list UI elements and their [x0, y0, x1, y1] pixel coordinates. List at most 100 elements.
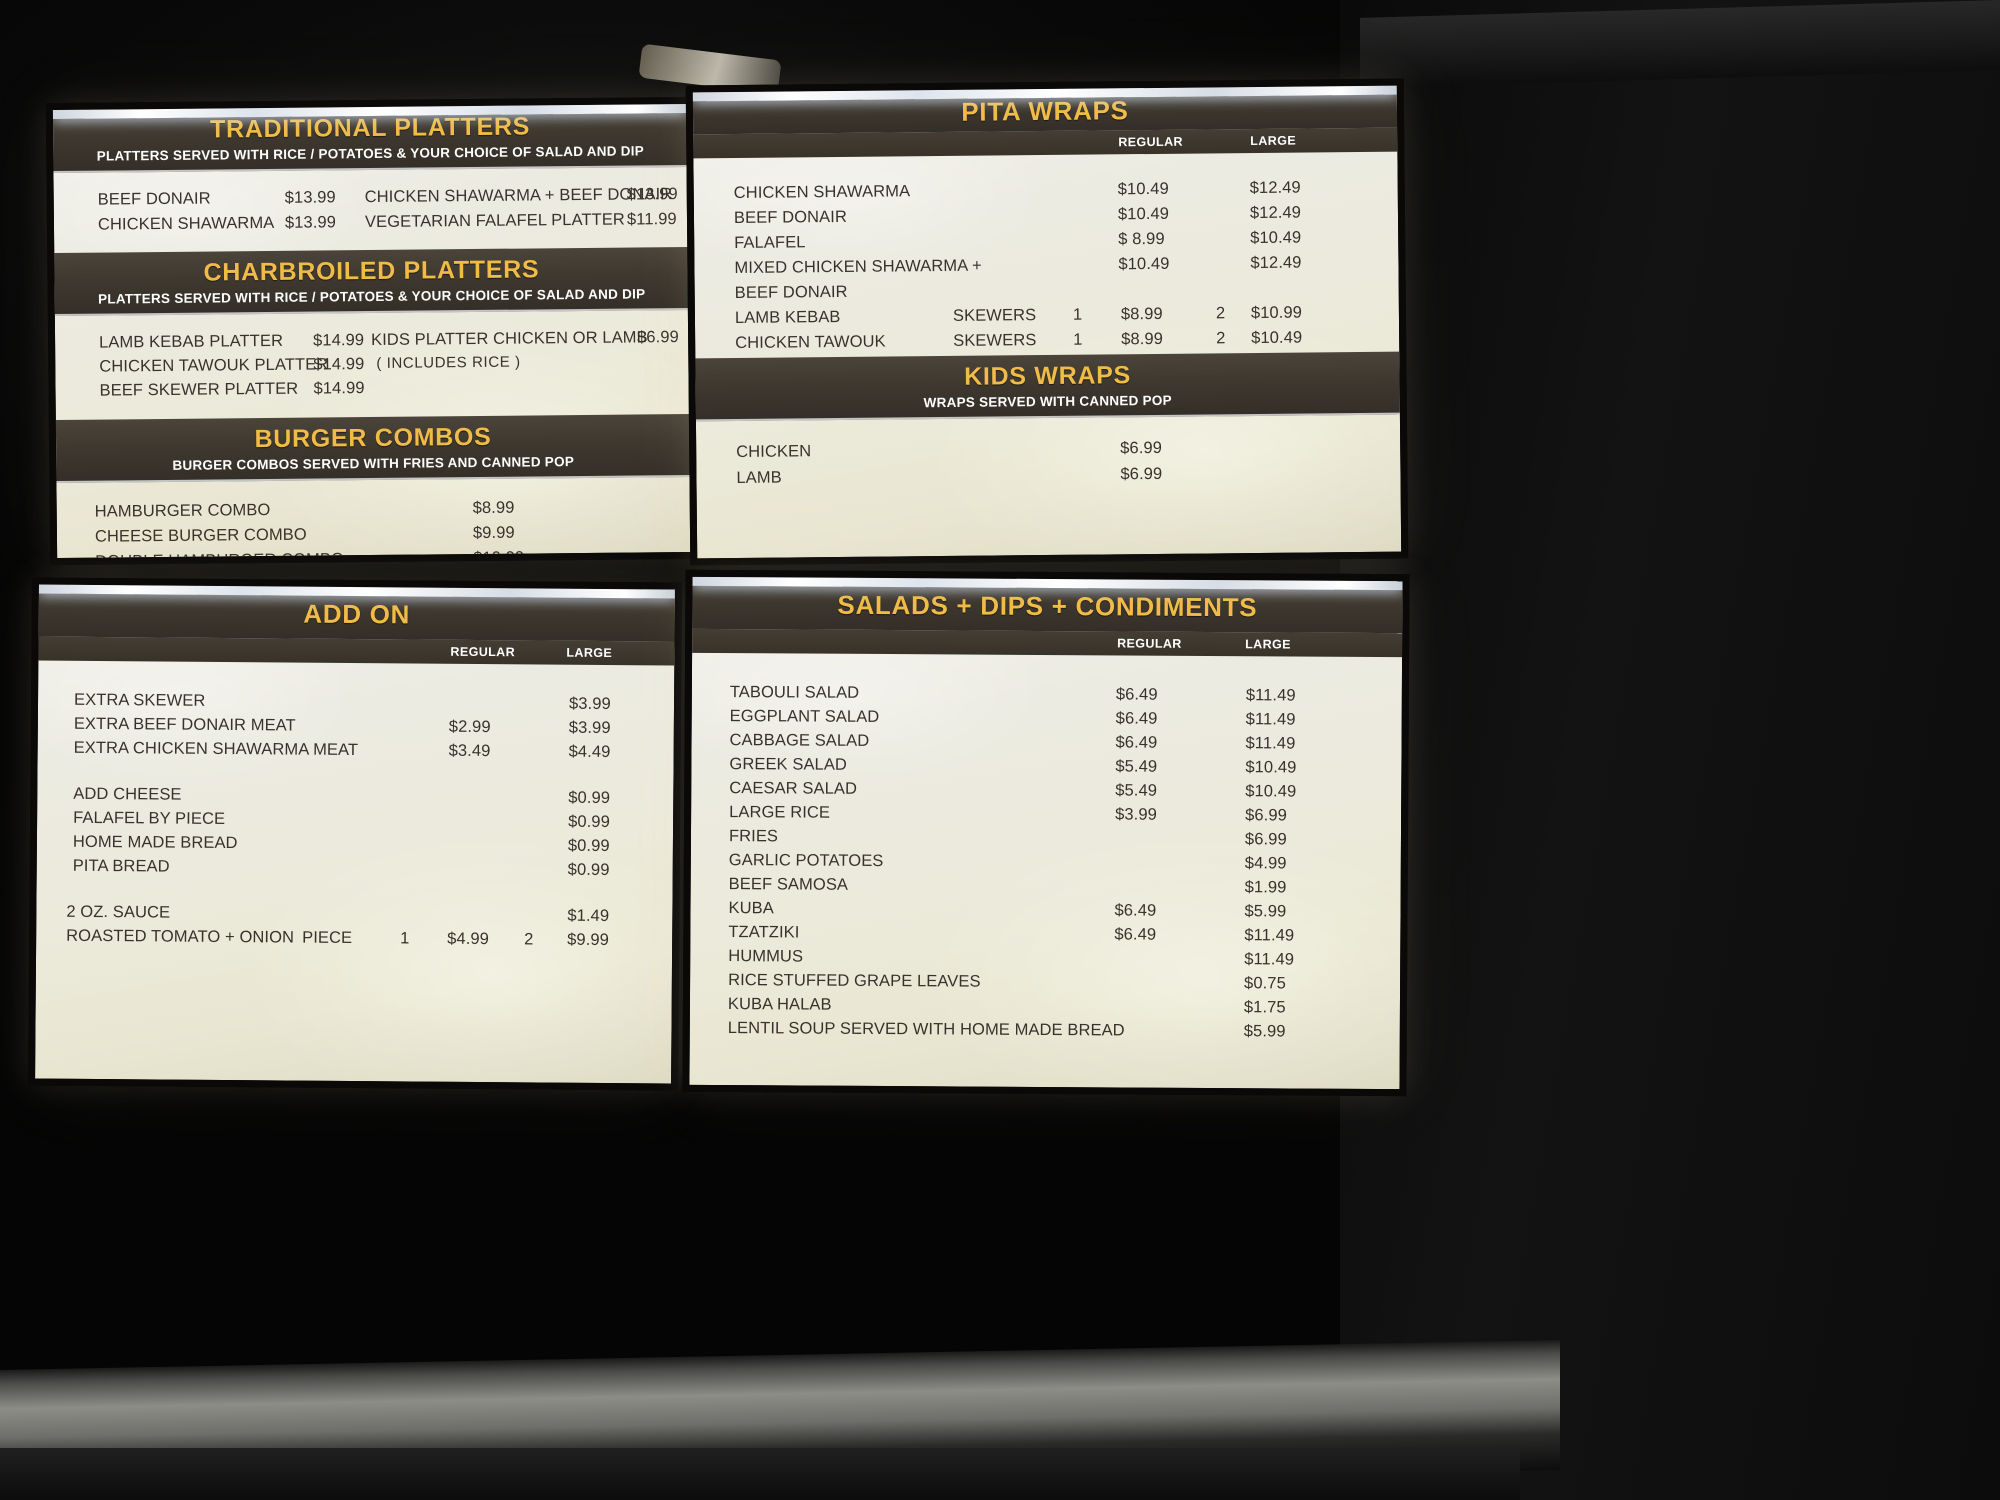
item-price-regular: $6.49	[1114, 925, 1157, 944]
item-price-large: $4.99	[1244, 854, 1287, 873]
menu-row[interactable]: KUBA HALAB $1.75	[716, 995, 1374, 1021]
menu-row[interactable]: EXTRA BEEF DONAIR MEAT $2.99 $3.99	[64, 715, 648, 742]
item-name: ROASTED TOMATO + ONION	[66, 926, 295, 947]
item-price-regular: $6.49	[1115, 685, 1158, 704]
item-price: $11.99	[626, 210, 677, 229]
menu-row[interactable]: 2 OZ. SAUCE $1.49	[62, 903, 646, 930]
item-price-regular: $10.49	[1118, 254, 1170, 274]
item-name: BEEF DONAIR	[97, 189, 211, 209]
menu-row[interactable]: RICE STUFFED GRAPE LEAVES $0.75	[716, 971, 1374, 997]
item-price-large: $11.49	[1244, 950, 1295, 969]
item-price-regular: $6.49	[1115, 733, 1158, 752]
section-subtitle: BURGER COMBOS SERVED WITH FRIES AND CANN…	[172, 454, 575, 473]
item-price-large: $0.99	[567, 860, 610, 879]
counter-shadow	[0, 1448, 1520, 1500]
menu-row[interactable]: TZATZIKI $6.49 $11.49	[716, 923, 1374, 949]
menu-row[interactable]: EGGPLANT SALAD $6.49 $11.49	[718, 707, 1376, 733]
menu-row[interactable]: LENTIL SOUP SERVED WITH HOME MADE BREAD …	[716, 1019, 1374, 1045]
column-header-regular: REGULAR	[450, 644, 516, 660]
item-price-large: $0.99	[567, 836, 610, 856]
section-title: CHARBROILED PLATTERS	[203, 255, 540, 287]
menu-row[interactable]: DOUBLE HAMBURGER COMBO $10.99	[83, 547, 665, 566]
menu-row[interactable]: BEEF SAMOSA $1.99	[717, 875, 1375, 901]
menu-row[interactable]: KUBA $6.49 $5.99	[716, 899, 1374, 925]
menu-row[interactable]: HOME MADE BREAD $0.99	[63, 833, 647, 860]
item-price: $6.99	[1120, 464, 1163, 484]
panel-salads-dips-condiments: SALADS + DIPS + CONDIMENTS REGULAR LARGE…	[682, 569, 1410, 1097]
item-name: TZATZIKI	[728, 923, 800, 942]
menu-row[interactable]: BEEF SKEWER PLATTER $14.99	[81, 376, 663, 404]
menu-row[interactable]: EXTRA SKEWER $3.99	[64, 691, 648, 718]
menu-row[interactable]: TABOULI SALAD $6.49 $11.49	[718, 683, 1376, 709]
item-price-large: $0.99	[568, 788, 611, 808]
menu-row[interactable]: BEEF DONAIR $10.49 $12.49	[720, 203, 1372, 231]
menu-row[interactable]: CHICKEN SHAWARMA $10.49 $12.49	[720, 178, 1372, 206]
item-qty-regular: 1	[1073, 330, 1083, 349]
menu-row[interactable]: CAESAR SALAD $5.49 $10.49	[717, 779, 1375, 805]
item-price: $8.99	[472, 498, 515, 518]
item-price-large: $1.99	[1244, 878, 1287, 897]
menu-row[interactable]: CHICKEN SHAWARMA $13.99 VEGETARIAN FALAF…	[80, 210, 677, 238]
item-price: $9.99	[472, 523, 515, 543]
menu-row[interactable]: LAMB $6.99	[722, 463, 1374, 491]
panel-wraps: PITA WRAPS REGULAR LARGE CHICKEN SHAWARM…	[685, 78, 1409, 566]
menu-row[interactable]: LAMB KEBAB SKEWERS 1 $8.99 2 $10.99	[721, 303, 1373, 331]
item-price-regular: $5.49	[1115, 781, 1158, 800]
item-name: HOME MADE BREAD	[72, 832, 238, 853]
menu-row[interactable]: MIXED CHICKEN SHAWARMA + $10.49 $12.49	[720, 253, 1372, 281]
item-qty-large: 2	[524, 930, 534, 949]
menu-row[interactable]: FALAFEL BY PIECE $0.99	[63, 809, 647, 836]
item-name: KIDS PLATTER CHICKEN OR LAMB	[371, 328, 648, 350]
section-title: KIDS WRAPS	[964, 361, 1132, 391]
column-header-large: LARGE	[566, 645, 613, 661]
item-name: ADD CHEESE	[73, 784, 182, 804]
section-subtitle: PLATTERS SERVED WITH RICE / POTATOES & Y…	[96, 143, 644, 164]
item-name: FALAFEL BY PIECE	[73, 808, 226, 828]
menu-row[interactable]: ROASTED TOMATO + ONION PIECE 1 $4.99 2 $…	[62, 927, 646, 954]
item-price-regular: $8.99	[1121, 329, 1164, 349]
menu-row[interactable]: CHICKEN TAWOUK SKEWERS 1 $8.99 2 $10.49	[721, 328, 1373, 356]
header-burger-combos: BURGER COMBOS BURGER COMBOS SERVED WITH …	[55, 413, 691, 484]
menu-row[interactable]: BEEF DONAIR $13.99 CHICKEN SHAWARMA + BE…	[80, 185, 678, 213]
item-price-large: $10.99	[1250, 303, 1303, 323]
item-name: CHICKEN SHAWARMA	[97, 213, 275, 234]
menu-row[interactable]: CABBAGE SALAD $6.49 $11.49	[717, 731, 1375, 757]
menu-row[interactable]: GREEK SALAD $5.49 $10.49	[717, 755, 1375, 781]
item-unit: PIECE	[302, 928, 353, 947]
menu-row[interactable]: LAMB KEBAB PLATTER $14.99 KIDS PLATTER C…	[81, 328, 679, 356]
item-price-large: $1.49	[567, 906, 610, 925]
menu-row[interactable]: GARLIC POTATOES $4.99	[717, 851, 1375, 877]
item-name: RICE STUFFED GRAPE LEAVES	[728, 971, 981, 991]
item-price-large: $11.49	[1244, 926, 1295, 945]
item-price-large: $11.49	[1245, 734, 1296, 753]
item-qty-large: 2	[1216, 329, 1226, 348]
section-subtitle: WRAPS SERVED WITH CANNED POP	[923, 392, 1172, 411]
item-name: HUMMUS	[728, 947, 804, 966]
menu-row[interactable]: FALAFEL $ 8.99 $10.49	[720, 228, 1372, 256]
item-price-large: $6.99	[1244, 830, 1287, 849]
charbroiled-platters-items: LAMB KEBAB PLATTER $14.99 KIDS PLATTER C…	[55, 310, 690, 420]
menu-row[interactable]: ADD CHEESE $0.99	[63, 785, 647, 812]
item-price: $6.99	[1120, 438, 1163, 458]
item-price: $10.99	[473, 548, 525, 566]
item-price: $13.99	[626, 185, 678, 204]
item-name: LAMB KEBAB PLATTER	[99, 331, 284, 352]
item-price-large: $0.99	[568, 812, 610, 832]
menu-row[interactable]: HAMBURGER COMBO $8.99	[83, 497, 665, 525]
item-name: KUBA HALAB	[727, 995, 832, 1014]
section-subtitle: PLATTERS SERVED WITH RICE / POTATOES & Y…	[97, 286, 646, 307]
menu-row[interactable]: BEEF DONAIR	[721, 278, 1373, 306]
menu-row[interactable]: PITA BREAD $0.99	[63, 857, 647, 884]
menu-row[interactable]: HUMMUS $11.49	[716, 947, 1374, 973]
menu-row[interactable]: FRIES $6.99	[717, 827, 1375, 853]
menu-row[interactable]: LARGE RICE $3.99 $6.99	[717, 803, 1375, 829]
menu-row[interactable]: EXTRA CHICKEN SHAWARMA MEAT $3.49 $4.49	[64, 739, 648, 766]
item-name: CHICKEN TAWOUK PLATTER	[99, 355, 329, 376]
menu-row[interactable]: CHICKEN TAWOUK PLATTER $14.99 ( INCLUDES…	[81, 352, 663, 380]
menu-row[interactable]: CHICKEN $6.99	[722, 437, 1374, 465]
column-header-regular: REGULAR	[1117, 636, 1182, 651]
item-name: BEEF SKEWER PLATTER	[99, 379, 299, 400]
item-price-large: $6.99	[1245, 806, 1287, 825]
menu-row[interactable]: CHEESE BURGER COMBO $9.99	[83, 522, 665, 550]
item-name: FALAFEL	[734, 233, 806, 252]
